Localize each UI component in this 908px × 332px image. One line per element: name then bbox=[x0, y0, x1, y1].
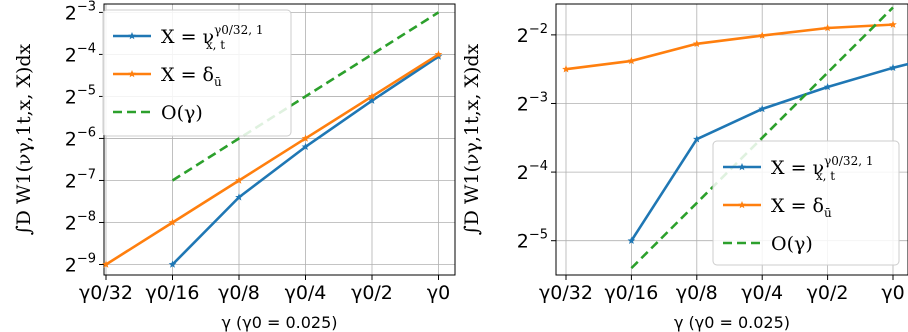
data-point bbox=[301, 142, 310, 151]
data-point bbox=[235, 193, 243, 201]
x-tick-label: γ0/32 bbox=[79, 282, 133, 304]
y-tick-label: 2−5 bbox=[65, 83, 96, 108]
legend-marker bbox=[738, 162, 746, 171]
data-point bbox=[823, 23, 832, 32]
y-tick-label: 2−9 bbox=[65, 251, 96, 276]
axes-frame bbox=[555, 3, 908, 276]
legend-marker bbox=[738, 200, 746, 209]
data-point bbox=[235, 176, 243, 184]
x-tick-label: γ0/4 bbox=[741, 282, 783, 304]
x-tick-label: γ0/2 bbox=[351, 282, 393, 304]
data-point bbox=[823, 83, 832, 91]
data-point bbox=[627, 56, 636, 65]
y-tick-label: 2−3 bbox=[517, 90, 548, 115]
y-tick-label: 2−3 bbox=[65, 0, 96, 24]
y-tick-label: 2−8 bbox=[65, 209, 96, 234]
y-tick-label: 2−7 bbox=[65, 167, 96, 192]
data-point bbox=[168, 218, 177, 226]
x-axis-label: γ (γ0 = 0.025) bbox=[221, 313, 337, 332]
x-tick-label: γ0/8 bbox=[676, 282, 718, 304]
legend: X = νγ0/32, 1 x, tX = δūO(γ) bbox=[712, 140, 900, 266]
series-2 bbox=[562, 20, 897, 73]
x-tick-label: γ0/8 bbox=[218, 282, 260, 304]
series-3 bbox=[171, 11, 440, 182]
legend-marker bbox=[128, 69, 136, 78]
data-point bbox=[368, 92, 376, 100]
data-point bbox=[102, 260, 110, 268]
legend-box bbox=[712, 140, 900, 266]
series-line bbox=[565, 23, 894, 71]
chart-panel-2: 2−5 2−4 2−3 2−2 γ0/32 γ0/16 γ0/8 γ0/4 γ0/2 γ0 γ (γ… bbox=[461, 3, 908, 332]
y-tick-label: 2−5 bbox=[517, 228, 548, 253]
data-point bbox=[692, 135, 701, 143]
series-1 bbox=[627, 62, 908, 244]
legend-label: X = δū bbox=[771, 195, 832, 220]
x-tick-label: γ0/32 bbox=[539, 282, 593, 304]
y-tick-label: 2−4 bbox=[517, 159, 548, 184]
axes-frame bbox=[103, 3, 456, 276]
data-point bbox=[889, 20, 897, 28]
series-line bbox=[105, 53, 440, 266]
data-point bbox=[562, 65, 570, 73]
chart-panel-1: 2−9 2−8 2−7 2−6 2−5 2−4 2−3 γ0/32 γ0/16 γ0/8 γ0/4 γ… bbox=[13, 0, 456, 332]
series-line bbox=[630, 6, 894, 270]
x-tick-label: γ0/16 bbox=[604, 282, 658, 304]
y-tick-label: 2−2 bbox=[517, 22, 548, 47]
x-tick-label: γ0/16 bbox=[146, 282, 200, 304]
data-point bbox=[692, 39, 701, 48]
x-tick-label: γ0 bbox=[881, 282, 904, 304]
legend-label: X = δū bbox=[161, 64, 222, 89]
data-point bbox=[758, 31, 767, 39]
legend-marker bbox=[128, 31, 136, 40]
series-3 bbox=[630, 6, 894, 270]
y-tick-label: 2−6 bbox=[65, 125, 96, 150]
legend-label: O(γ) bbox=[771, 233, 813, 255]
data-point bbox=[627, 236, 636, 244]
legend-label: O(γ) bbox=[161, 102, 203, 124]
data-point bbox=[301, 134, 310, 142]
series-line bbox=[171, 11, 440, 182]
series-line bbox=[630, 62, 908, 242]
legend-box bbox=[102, 9, 292, 137]
y-tick-label: 2−4 bbox=[65, 41, 96, 66]
data-point bbox=[889, 63, 897, 72]
data-point bbox=[434, 50, 443, 58]
x-tick-label: γ0/2 bbox=[807, 282, 849, 304]
x-axis-label: γ (γ0 = 0.025) bbox=[674, 313, 790, 332]
legend: X = νγ0/32, 1 x, tX = δūO(γ) bbox=[102, 9, 292, 137]
y-axis-label: ∫D W1(νγ,1t,x, X)dx bbox=[461, 43, 483, 235]
data-point bbox=[168, 260, 177, 268]
x-tick-label: γ0 bbox=[427, 282, 450, 304]
data-point bbox=[758, 104, 767, 113]
y-axis-label: ∫D W1(νγ,1t,x, X)dx bbox=[13, 43, 35, 235]
x-tick-label: γ0/4 bbox=[285, 282, 327, 304]
series-2 bbox=[102, 50, 443, 268]
